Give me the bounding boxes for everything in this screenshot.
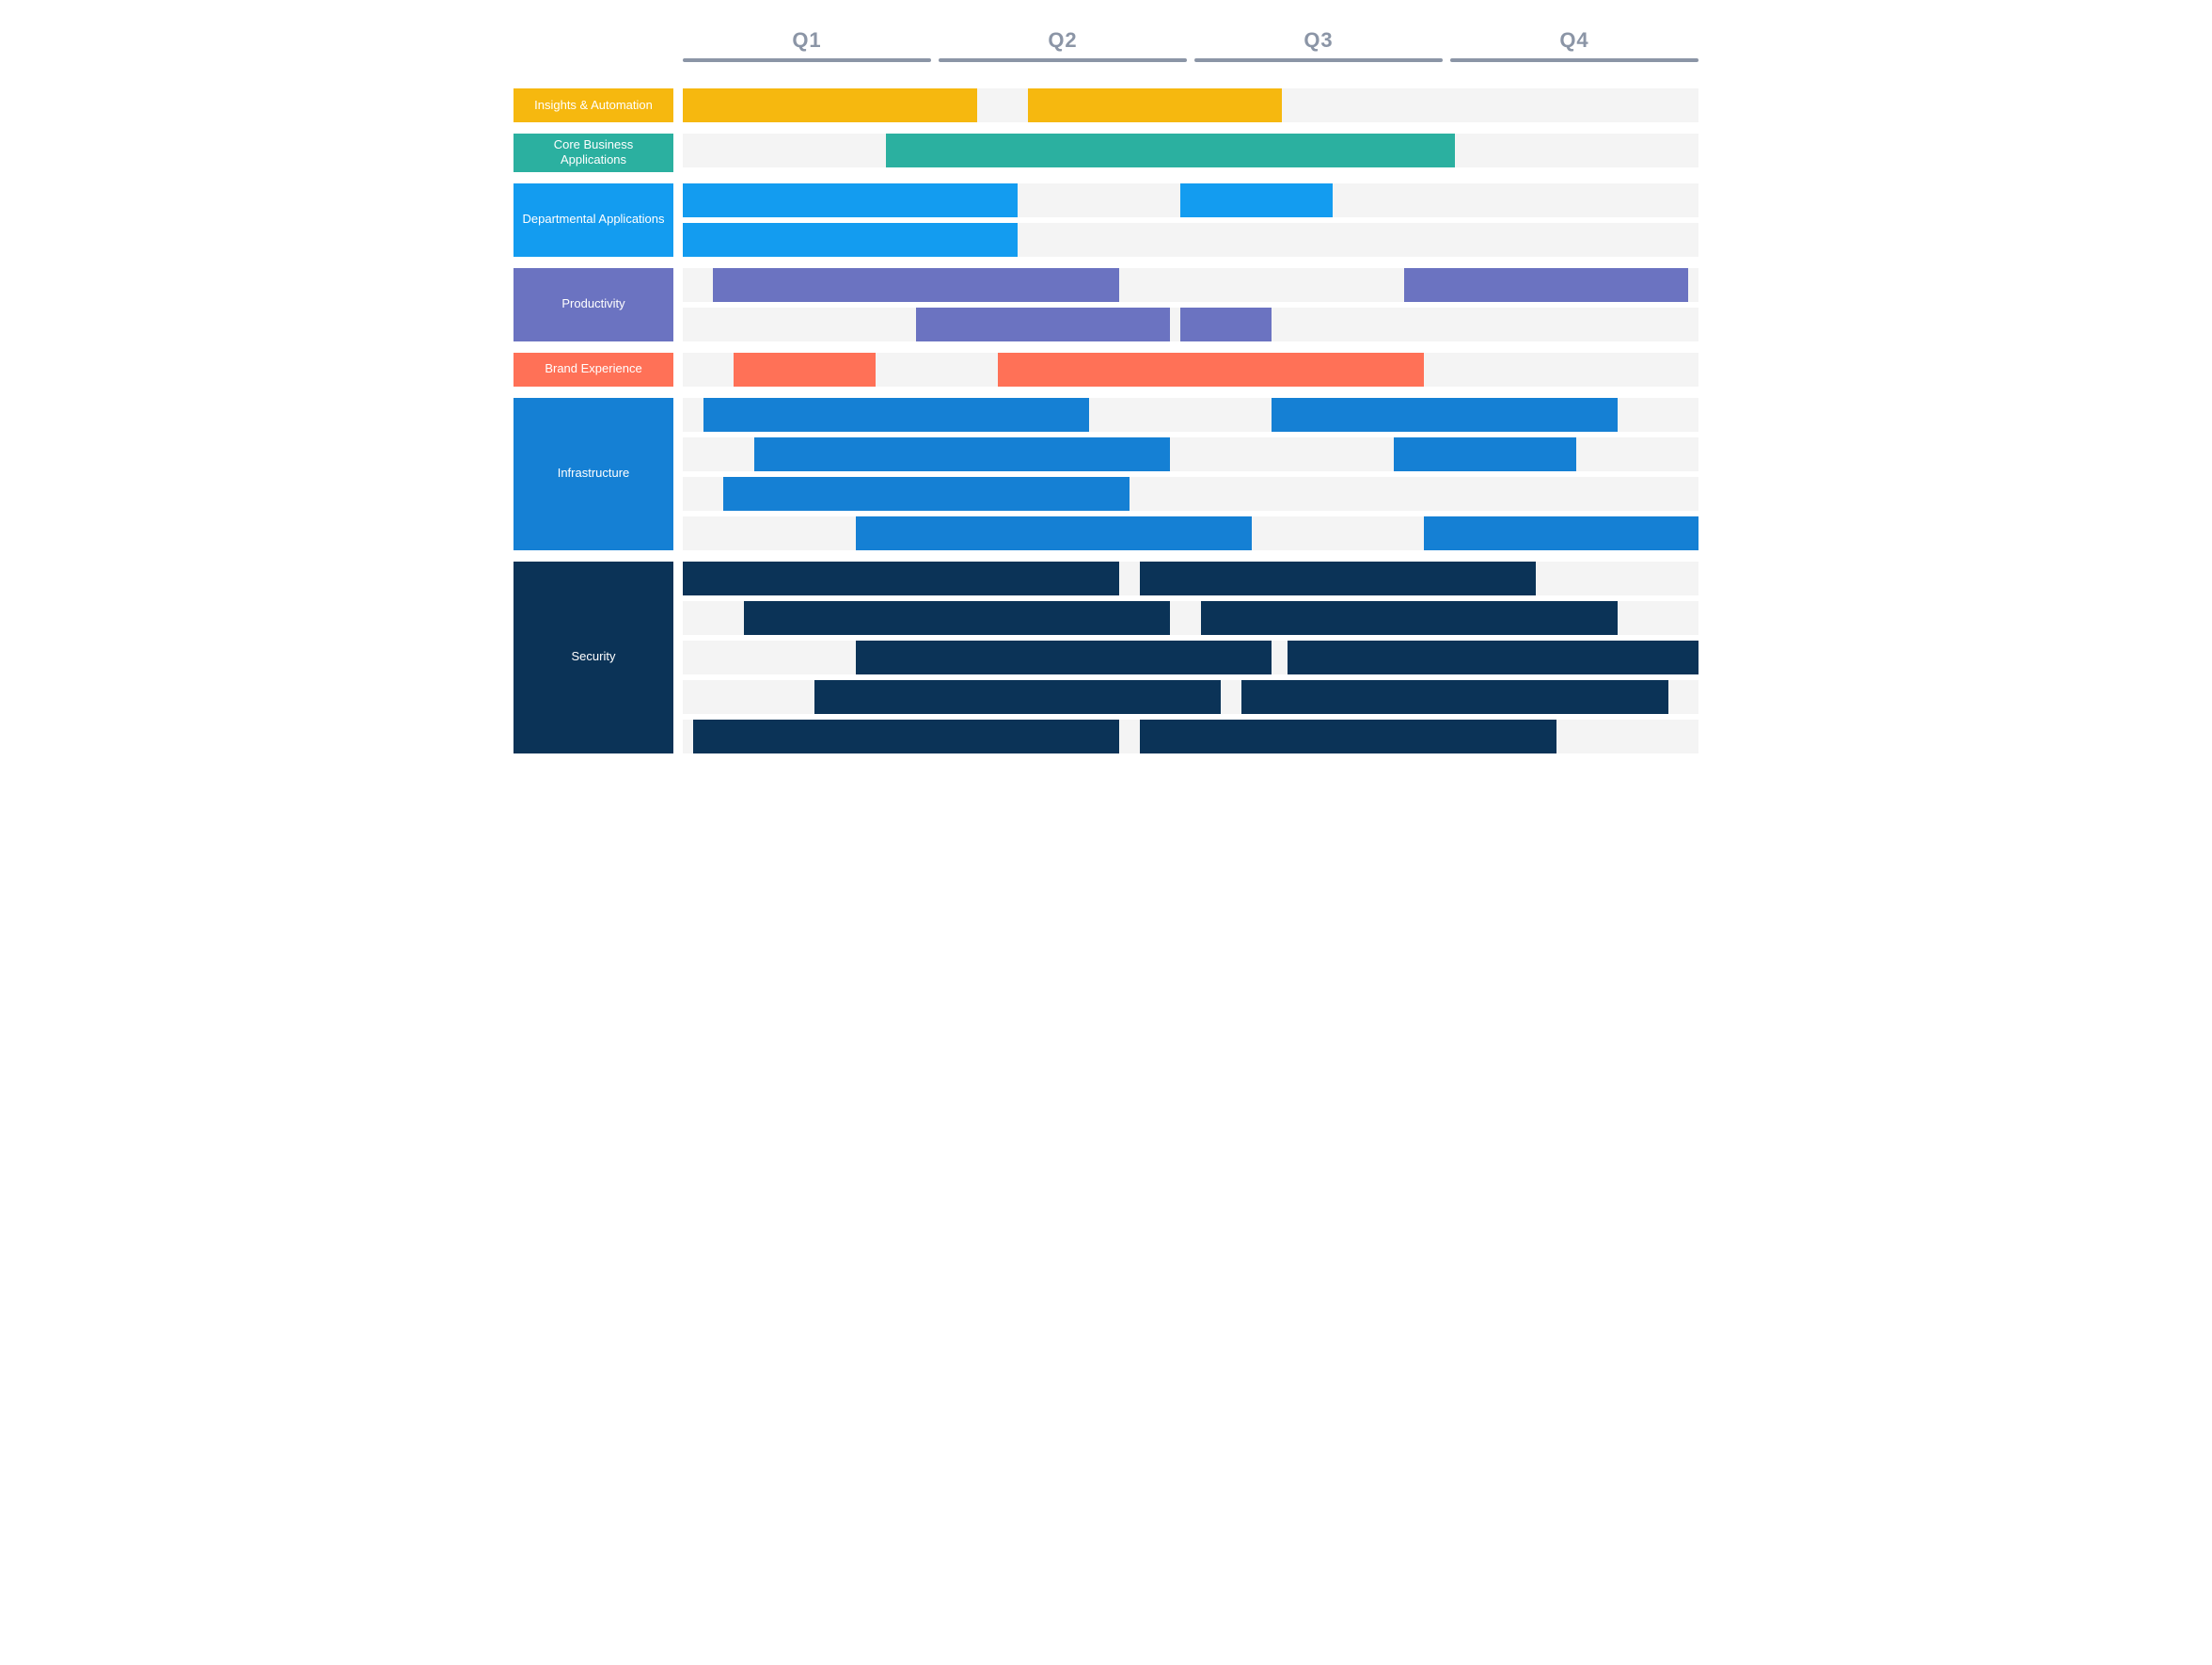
category-label: Brand Experience — [514, 353, 673, 387]
category-row-dept-apps: Departmental Applications — [514, 183, 1698, 257]
gantt-bar — [683, 183, 1018, 217]
gantt-bar — [1140, 562, 1536, 595]
gantt-track — [683, 437, 1698, 471]
gantt-track — [683, 268, 1698, 302]
gantt-track — [683, 308, 1698, 341]
category-row-productivity: Productivity — [514, 268, 1698, 341]
gantt-track — [683, 353, 1698, 387]
gantt-bar — [1241, 680, 1668, 714]
category-tracks — [673, 562, 1698, 753]
category-label: Productivity — [514, 268, 673, 341]
gantt-track — [683, 562, 1698, 595]
quarter-label: Q3 — [1194, 28, 1443, 53]
gantt-track — [683, 601, 1698, 635]
category-tracks — [673, 268, 1698, 341]
gantt-track — [683, 223, 1698, 257]
category-label: Departmental Applications — [514, 183, 673, 257]
gantt-track — [683, 398, 1698, 432]
quarter-columns: Q1 Q2 Q3 Q4 — [673, 28, 1698, 62]
gantt-bar — [703, 398, 1089, 432]
quarter-column: Q3 — [1194, 28, 1443, 62]
quarter-underline — [1450, 58, 1698, 62]
gantt-bar — [886, 134, 1455, 167]
gantt-track — [683, 477, 1698, 511]
gantt-track — [683, 134, 1698, 167]
gantt-track — [683, 88, 1698, 122]
gantt-bar — [683, 223, 1018, 257]
gantt-track — [683, 720, 1698, 753]
quarter-label: Q1 — [683, 28, 931, 53]
gantt-bar — [1288, 641, 1698, 674]
gantt-bar — [998, 353, 1425, 387]
category-row-infra: Infrastructure — [514, 398, 1698, 550]
gantt-bar — [744, 601, 1171, 635]
quarter-column: Q4 — [1450, 28, 1698, 62]
quarter-underline — [1194, 58, 1443, 62]
gantt-bar — [856, 516, 1252, 550]
category-row-security: Security — [514, 562, 1698, 753]
category-tracks — [673, 88, 1698, 122]
category-label: Security — [514, 562, 673, 753]
quarter-underline — [939, 58, 1187, 62]
gantt-bar — [916, 308, 1170, 341]
gantt-bar — [1424, 516, 1698, 550]
quarter-column: Q2 — [939, 28, 1187, 62]
gantt-bar — [713, 268, 1119, 302]
gantt-bar — [734, 353, 876, 387]
category-row-insights: Insights & Automation — [514, 88, 1698, 122]
quarter-label: Q4 — [1450, 28, 1698, 53]
gantt-bar — [1201, 601, 1618, 635]
gantt-bar — [856, 641, 1272, 674]
gantt-bar — [1272, 398, 1617, 432]
gantt-track — [683, 183, 1698, 217]
gantt-bar — [1180, 183, 1333, 217]
gantt-track — [683, 641, 1698, 674]
gantt-bar — [693, 720, 1120, 753]
gantt-bar — [1394, 437, 1576, 471]
gantt-bar — [1140, 720, 1556, 753]
category-row-brand: Brand Experience — [514, 353, 1698, 387]
gantt-bar — [723, 477, 1130, 511]
category-label: Infrastructure — [514, 398, 673, 550]
gantt-bar — [683, 88, 977, 122]
gantt-body: Insights & Automation Core Business Appli… — [514, 88, 1698, 753]
quarter-label: Q2 — [939, 28, 1187, 53]
gantt-track — [683, 680, 1698, 714]
category-tracks — [673, 398, 1698, 550]
category-label: Insights & Automation — [514, 88, 673, 122]
category-row-core-biz: Core Business Applications — [514, 134, 1698, 172]
gantt-bar — [683, 562, 1119, 595]
gantt-bar — [1404, 268, 1688, 302]
gantt-bar — [814, 680, 1221, 714]
quarter-underline — [683, 58, 931, 62]
quarter-column: Q1 — [683, 28, 931, 62]
roadmap-gantt-chart: Q1 Q2 Q3 Q4 Insights & Automation Core Busin… — [514, 28, 1698, 753]
category-tracks — [673, 353, 1698, 387]
gantt-bar — [754, 437, 1171, 471]
quarter-header-row: Q1 Q2 Q3 Q4 — [514, 28, 1698, 62]
gantt-bar — [1028, 88, 1282, 122]
gantt-bar — [1180, 308, 1272, 341]
category-tracks — [673, 134, 1698, 172]
gantt-track — [683, 516, 1698, 550]
category-label: Core Business Applications — [514, 134, 673, 172]
category-tracks — [673, 183, 1698, 257]
